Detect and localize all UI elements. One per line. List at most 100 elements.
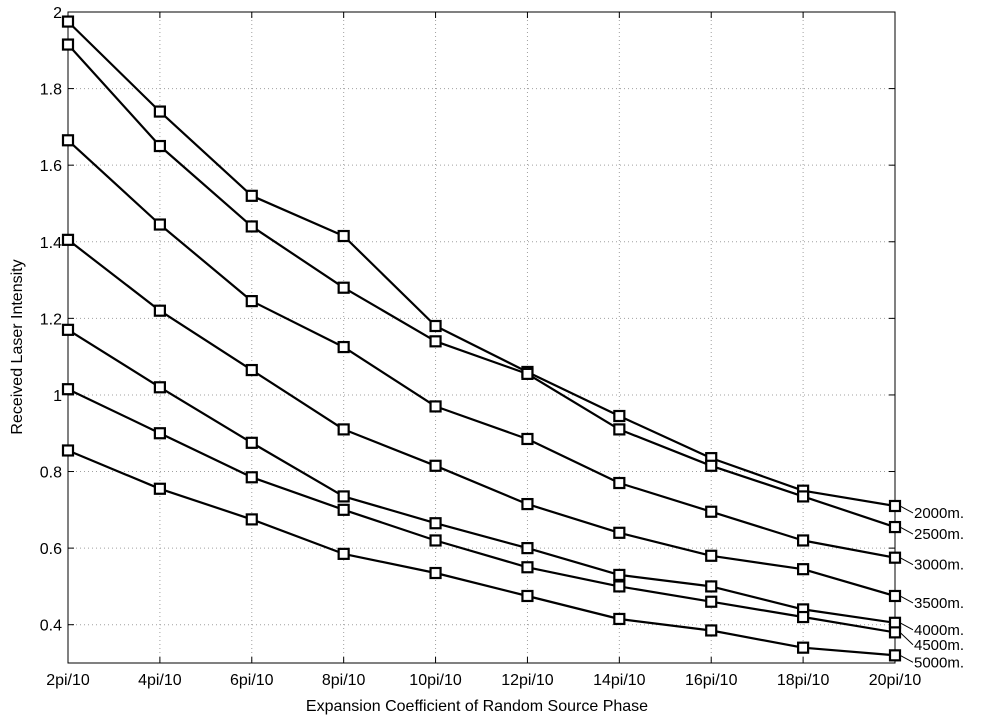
data-point-marker <box>429 400 442 413</box>
data-point-marker <box>521 432 534 446</box>
data-point-marker <box>337 490 350 503</box>
data-point-marker <box>153 105 166 118</box>
data-point-marker <box>429 517 442 530</box>
series-label: 2000m. <box>914 505 964 522</box>
data-point-marker <box>429 534 442 547</box>
series-label: 4500m. <box>914 637 964 654</box>
data-point-marker <box>153 427 166 440</box>
data-point-marker <box>337 547 350 560</box>
series-label-leader <box>899 526 914 535</box>
data-point-marker <box>613 409 626 423</box>
data-point-marker <box>337 423 350 436</box>
y-tick-label: 1.8 <box>40 82 62 99</box>
axes: 2pi/10 4pi/10 6pi/10 8pi/10 10pi/10 12pi/10 14… <box>40 5 922 689</box>
data-point-marker <box>888 589 902 603</box>
x-tick-label: 8pi/10 <box>322 672 366 689</box>
data-point-marker <box>61 444 75 457</box>
data-point-marker <box>888 626 902 639</box>
series-label-leader <box>899 622 914 631</box>
data-point-marker <box>797 563 810 576</box>
data-point-marker <box>245 295 258 308</box>
data-point-marker <box>61 38 75 51</box>
y-tick-label: 0.8 <box>40 465 62 482</box>
data-point-marker <box>797 641 810 654</box>
series-line <box>67 388 896 634</box>
series-group <box>61 15 902 662</box>
data-point-marker <box>245 513 258 526</box>
y-tick-label: 0.6 <box>40 541 62 558</box>
series-label: 4000m. <box>914 622 964 639</box>
data-point-marker <box>797 610 810 624</box>
data-point-marker <box>153 482 166 495</box>
data-point-marker <box>521 497 534 511</box>
data-point-marker <box>521 542 534 555</box>
y-tick-label: 1.4 <box>40 235 62 252</box>
series-line <box>67 43 896 529</box>
data-point-marker <box>705 624 718 637</box>
data-point-marker <box>61 134 75 147</box>
data-point-marker <box>613 580 626 593</box>
series-label: 3000m. <box>914 557 964 574</box>
series-label-leader <box>899 595 914 604</box>
data-point-marker <box>797 534 810 547</box>
data-point-marker <box>245 189 258 202</box>
data-point-marker <box>613 568 626 582</box>
data-point-marker <box>153 381 166 394</box>
data-point-marker <box>429 335 442 348</box>
x-tick-label: 20pi/10 <box>869 672 922 689</box>
data-point-marker <box>337 503 350 516</box>
data-point-marker <box>888 649 902 662</box>
data-point-marker <box>888 520 902 534</box>
data-point-marker <box>153 139 166 153</box>
y-tick-label: 1.2 <box>40 311 62 328</box>
y-tick-label: 1 <box>53 388 62 405</box>
data-point-marker <box>429 459 442 472</box>
x-tick-label: 4pi/10 <box>138 672 182 689</box>
series-line <box>67 20 896 508</box>
y-tick-label: 0.4 <box>40 618 62 635</box>
data-point-marker <box>705 549 718 562</box>
series-label-leader <box>899 557 914 566</box>
data-point-marker <box>337 340 350 354</box>
series-labels: 2000m. 2500m. 3000m. 3500m. 4000m.4500m.5000… <box>899 505 964 671</box>
data-point-marker <box>61 233 75 246</box>
data-point-marker <box>61 15 75 28</box>
data-point-marker <box>521 589 534 603</box>
series-label: 3500m. <box>914 595 964 612</box>
y-axis-label: Received Laser Intensity <box>9 259 26 434</box>
data-point-marker <box>705 459 718 472</box>
x-tick-label: 6pi/10 <box>230 672 274 689</box>
y-tick-label: 2 <box>53 5 62 22</box>
x-axis-label: Expansion Coefficient of Random Source P… <box>306 698 648 715</box>
data-point-marker <box>613 476 626 490</box>
x-tick-label: 12pi/10 <box>501 672 554 689</box>
data-point-marker <box>245 436 258 449</box>
data-point-marker <box>153 304 166 317</box>
data-point-marker <box>429 319 442 333</box>
x-tick-label: 14pi/10 <box>593 672 646 689</box>
data-point-marker <box>613 612 626 626</box>
data-point-marker <box>705 505 718 518</box>
data-point-marker <box>613 423 626 436</box>
x-tick-label: 10pi/10 <box>409 672 462 689</box>
series-label: 5000m. <box>914 654 964 671</box>
y-tick-label: 1.6 <box>40 158 62 175</box>
data-point-marker <box>337 229 350 243</box>
series-label-leader <box>899 505 914 514</box>
data-point-marker <box>705 595 718 608</box>
data-point-marker <box>429 566 442 580</box>
series-line <box>67 328 896 624</box>
data-point-marker <box>245 220 258 233</box>
data-point-marker <box>888 551 902 564</box>
data-point-marker <box>888 499 902 513</box>
data-point-marker <box>337 281 350 294</box>
x-tick-label: 16pi/10 <box>685 672 738 689</box>
x-tick-label: 2pi/10 <box>46 672 90 689</box>
data-point-marker <box>153 218 166 231</box>
plot-frame <box>67 11 896 664</box>
data-point-marker <box>705 580 718 593</box>
x-tick-label: 18pi/10 <box>777 672 830 689</box>
data-point-marker <box>61 383 75 396</box>
series-label-leader <box>899 632 914 646</box>
